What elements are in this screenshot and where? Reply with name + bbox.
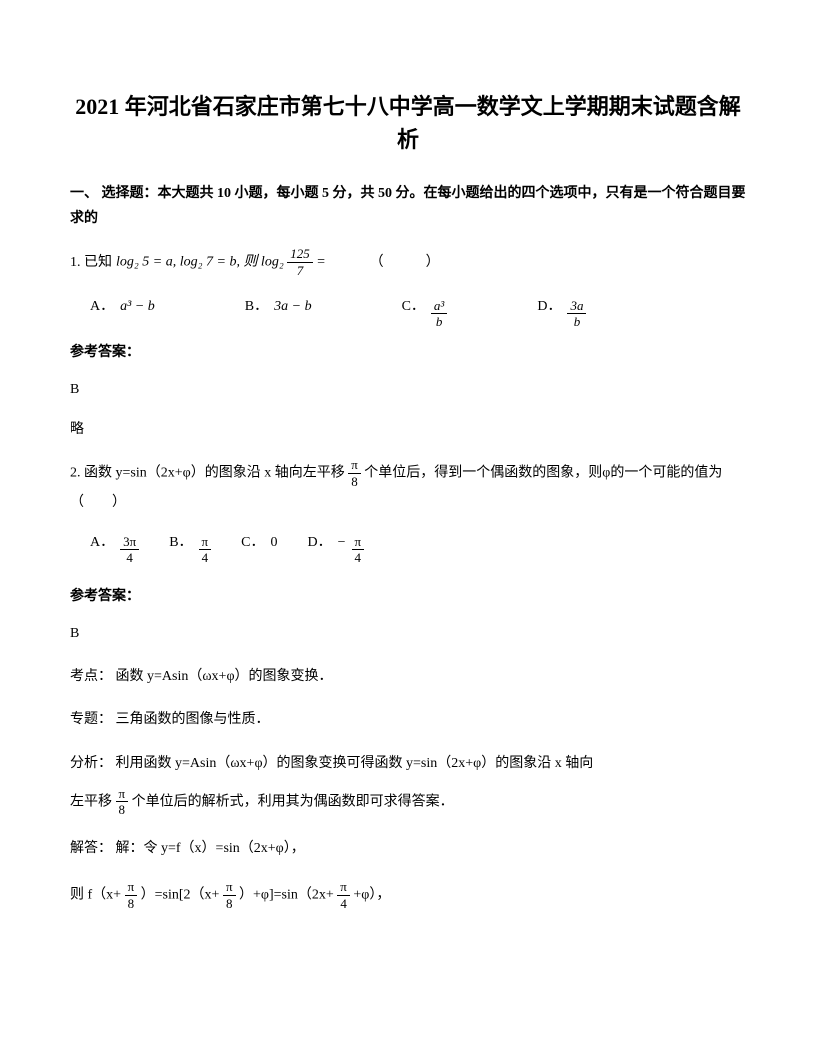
q1-answer: B — [70, 377, 746, 402]
q2-jieda: 解答： 解：令 y=f（x）=sin（2x+φ）， 则 f（x+ π 8 ）=s… — [70, 836, 746, 911]
q1-a-val: a³ − b — [120, 294, 155, 319]
q2-jieda-1: 解：令 y=f（x）=sin（2x+φ）， — [112, 841, 305, 856]
q1-d-num: 3a — [567, 298, 586, 315]
q2-jieda-label: 解答： — [70, 841, 112, 856]
q2-zhuanti: 专题： 三角函数的图像与性质． — [70, 707, 746, 732]
q2-prefix: 2. 函数 y=sin（2x+φ）的图象沿 x 轴向左平移 — [70, 466, 345, 481]
q2-j-n2: π — [223, 879, 236, 896]
q1-d-label: D． — [537, 294, 561, 319]
q2-fenxi-den: 8 — [116, 802, 129, 818]
q1-opt-a: A． a³ − b — [90, 294, 155, 319]
q1-opt-b: B． 3a − b — [245, 294, 312, 319]
q2-zhuanti-text: 三角函数的图像与性质． — [112, 712, 270, 727]
q2-stem: 2. 函数 y=sin（2x+φ）的图象沿 x 轴向左平移 π 8 个单位后，得… — [70, 457, 746, 514]
q2-b-label: B． — [169, 530, 192, 555]
q1-paren: （ ） — [370, 250, 440, 275]
q2-fenxi-1: 利用函数 y=Asin（ωx+φ）的图象变换可得函数 y=sin（2x+φ）的图… — [112, 756, 593, 771]
q1-c-num: a³ — [431, 298, 447, 315]
q1-note: 略 — [70, 417, 746, 442]
q1-frac: 125 7 — [287, 246, 313, 278]
q1-options: A． a³ − b B． 3a − b C． a³ b D． 3a b — [90, 294, 746, 330]
q1-frac-num: 125 — [287, 246, 313, 263]
page-title: 2021 年河北省石家庄市第七十八中学高一数学文上学期期末试题含解析 — [70, 90, 746, 156]
q2-jieda-2-post: +φ）， — [353, 888, 390, 903]
q2-j-d1: 8 — [125, 896, 138, 912]
q2-shift-num: π — [348, 457, 361, 474]
q2-jieda-2-mid2: ）+φ]=sin（2x+ — [239, 888, 334, 903]
q1-answer-label: 参考答案： — [70, 340, 746, 365]
q2-a-frac: 3π 4 — [120, 534, 139, 566]
q1-c-den: b — [431, 314, 447, 330]
q1-d-frac: 3a b — [567, 298, 586, 330]
q1-c-label: C． — [402, 294, 425, 319]
q2-fenxi-2-pre: 左平移 — [70, 794, 112, 809]
q2-j-d2: 8 — [223, 896, 236, 912]
section-header: 一、 选择题：本大题共 10 小题，每小题 5 分，共 50 分。在每小题给出的… — [70, 181, 746, 231]
q2-jieda-2-pre: 则 f（x+ — [70, 888, 121, 903]
q1-f3: , 则 log₂ — [236, 255, 283, 270]
q2-zhuanti-label: 专题： — [70, 712, 112, 727]
q2-c-label: C． — [241, 530, 264, 555]
q2-c-val: 0 — [270, 530, 277, 555]
q1-frac-den: 7 — [287, 263, 313, 279]
q1-opt-d: D． 3a b — [537, 294, 586, 330]
q2-d-den: 4 — [352, 550, 365, 566]
q2-jieda-frac1: π 8 — [125, 879, 138, 911]
q2-j-n3: π — [337, 879, 350, 896]
q2-answer: B — [70, 621, 746, 646]
q2-fenxi-frac: π 8 — [116, 786, 129, 818]
q2-b-frac: π 4 — [199, 534, 212, 566]
q2-j-d3: 4 — [337, 896, 350, 912]
q2-opt-d: D． − π 4 — [307, 530, 364, 566]
q2-d-label: D． — [307, 530, 331, 555]
q2-a-label: A． — [90, 530, 114, 555]
q2-d-frac: π 4 — [352, 534, 365, 566]
q2-a-num: 3π — [120, 534, 139, 551]
q2-kaodian-label: 考点： — [70, 669, 112, 684]
q2-answer-label: 参考答案： — [70, 584, 746, 609]
q1-eq: = — [316, 255, 325, 270]
q1-a-label: A． — [90, 294, 114, 319]
q2-d-num: π — [352, 534, 365, 551]
q2-fenxi-num: π — [116, 786, 129, 803]
q2-options: A． 3π 4 B． π 4 C． 0 D． − π 4 — [90, 530, 746, 566]
q2-kaodian: 考点： 函数 y=Asin（ωx+φ）的图象变换． — [70, 664, 746, 689]
q1-a: a — [166, 255, 173, 270]
q1-f2: , log₂ 7 = — [173, 255, 230, 270]
q2-fenxi-2-post: 个单位后的解析式，利用其为偶函数即可求得答案． — [132, 794, 454, 809]
q1-c-frac: a³ b — [431, 298, 447, 330]
q2-fenxi-label: 分析： — [70, 756, 112, 771]
q2-d-neg: − — [338, 530, 346, 555]
q2-jieda-2-mid1: ）=sin[2（x+ — [141, 888, 220, 903]
question-2: 2. 函数 y=sin（2x+φ）的图象沿 x 轴向左平移 π 8 个单位后，得… — [70, 457, 746, 911]
q1-prefix: 1. 已知 — [70, 250, 112, 275]
q2-b-den: 4 — [199, 550, 212, 566]
q2-jieda-frac3: π 4 — [337, 879, 350, 911]
q2-kaodian-text: 函数 y=Asin（ωx+φ）的图象变换． — [112, 669, 333, 684]
q2-j-n1: π — [125, 879, 138, 896]
q1-f1: log₂ 5 = — [116, 255, 166, 270]
q2-shift-den: 8 — [348, 474, 361, 490]
q2-opt-b: B． π 4 — [169, 530, 211, 566]
q1-b-val: 3a − b — [274, 294, 311, 319]
q1-stem: 1. 已知 log₂ 5 = a, log₂ 7 = b, 则 log₂ 125… — [70, 246, 746, 278]
question-1: 1. 已知 log₂ 5 = a, log₂ 7 = b, 则 log₂ 125… — [70, 246, 746, 442]
q1-b-label: B． — [245, 294, 268, 319]
q1-d-den: b — [567, 314, 586, 330]
q2-a-den: 4 — [120, 550, 139, 566]
q2-jieda-frac2: π 8 — [223, 879, 236, 911]
q1-formula: log₂ 5 = a, log₂ 7 = b, 则 log₂ 125 7 = — [116, 246, 326, 278]
q1-opt-c: C． a³ b — [402, 294, 448, 330]
q2-shift-frac: π 8 — [348, 457, 361, 489]
q2-opt-c: C． 0 — [241, 530, 277, 555]
q2-fenxi: 分析： 利用函数 y=Asin（ωx+φ）的图象变换可得函数 y=sin（2x+… — [70, 751, 746, 818]
q2-opt-a: A． 3π 4 — [90, 530, 139, 566]
q2-b-num: π — [199, 534, 212, 551]
